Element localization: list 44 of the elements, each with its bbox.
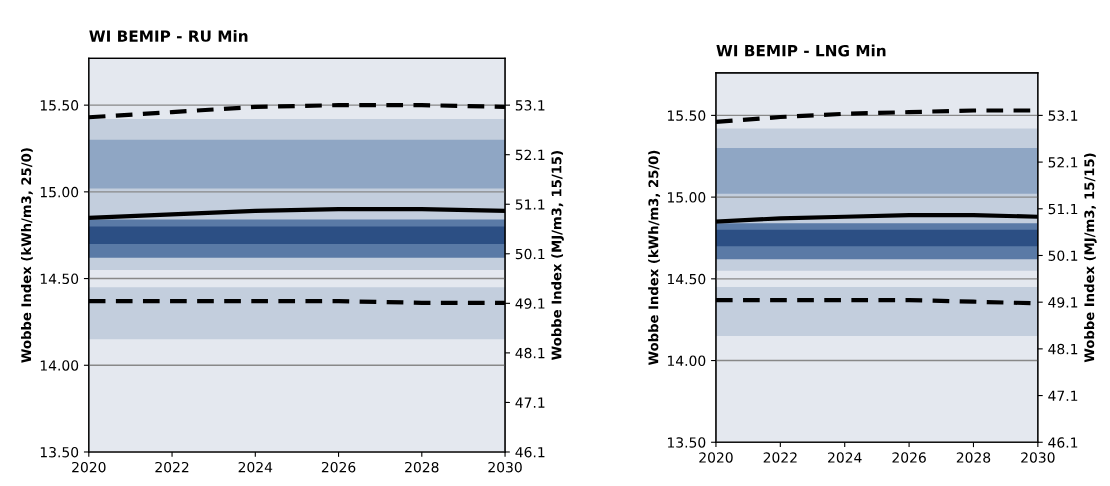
- y2-tick-label: 47.1: [515, 397, 545, 408]
- y2-tick-label: 50.1: [515, 248, 545, 260]
- y2-tick-label: 49.1: [1048, 297, 1078, 308]
- y2-tick-label: 51.1: [515, 199, 545, 210]
- y-tick-label: 14.00: [667, 355, 706, 367]
- x-tick-label: 2026: [892, 452, 926, 463]
- x-tick-label: 2020: [72, 461, 106, 473]
- y-tick-label: 15.50: [667, 110, 706, 121]
- chart-title: WI BEMIP - RU Min: [89, 30, 248, 42]
- y2-axis-title: Wobbe Index (MJ/m3, 15/15): [1084, 153, 1097, 363]
- y-tick-label: 13.50: [667, 437, 706, 448]
- y-tick-label: 14.50: [667, 273, 706, 285]
- y-tick-label: 14.50: [40, 273, 79, 285]
- x-tick-label: 2030: [488, 461, 522, 473]
- y2-tick-label: 49.1: [515, 298, 545, 309]
- y2-axis-title: Wobbe Index (MJ/m3, 15/15): [551, 151, 564, 360]
- y2-tick-label: 50.1: [1048, 250, 1078, 261]
- y2-tick-label: 51.1: [1048, 203, 1078, 215]
- x-tick-label: 2020: [699, 452, 733, 463]
- y-tick-label: 14.00: [40, 360, 79, 371]
- y2-tick-label: 46.1: [515, 446, 545, 458]
- x-tick-label: 2028: [956, 452, 991, 463]
- chart-title: WI BEMIP - LNG Min: [716, 44, 886, 57]
- y-tick-label: 15.50: [40, 100, 79, 111]
- x-tick-label: 2026: [321, 461, 356, 473]
- y2-tick-label: 48.1: [1048, 343, 1078, 355]
- x-tick-label: 2022: [763, 452, 797, 463]
- y-tick-label: 13.50: [40, 446, 79, 458]
- y-axis-title: Wobbe Index (kWh/m3, 25/0): [20, 148, 33, 363]
- y2-tick-label: 53.1: [515, 100, 545, 111]
- y-tick-label: 15.00: [40, 186, 79, 198]
- y2-tick-label: 46.1: [1048, 437, 1078, 448]
- x-tick-label: 2024: [238, 461, 273, 473]
- y2-tick-label: 47.1: [1048, 390, 1078, 401]
- x-tick-label: 2024: [828, 452, 862, 463]
- y2-tick-label: 53.1: [1048, 110, 1078, 121]
- x-tick-label: 2028: [405, 461, 439, 473]
- x-tick-label: 2022: [155, 461, 189, 473]
- y2-tick-label: 52.1: [515, 149, 545, 161]
- y-tick-label: 15.00: [667, 192, 706, 203]
- x-tick-label: 2030: [1021, 452, 1055, 463]
- y-axis-title: Wobbe Index (kWh/m3, 25/0): [648, 150, 661, 366]
- y2-tick-label: 48.1: [515, 347, 545, 359]
- y2-tick-label: 52.1: [1048, 157, 1078, 168]
